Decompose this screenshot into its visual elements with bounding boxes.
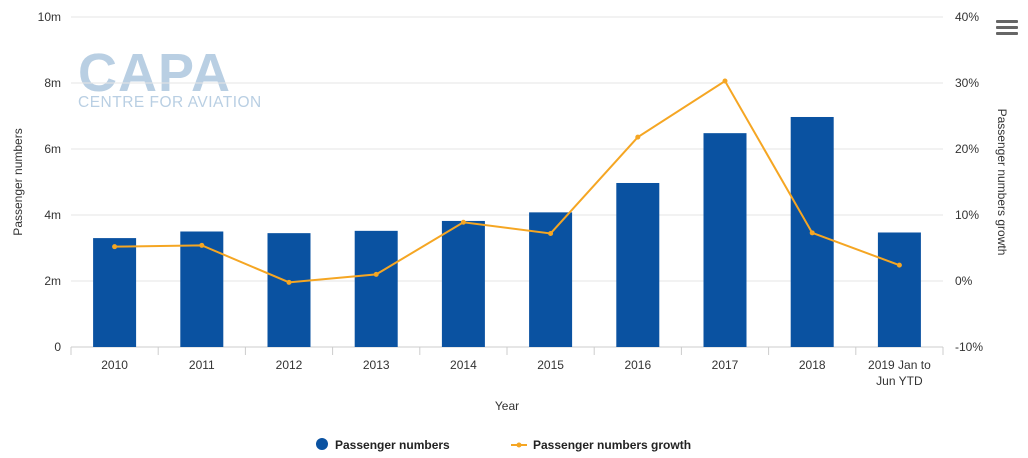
growth-line: [114, 79, 900, 284]
y-tick-label: 0: [54, 340, 61, 354]
bar-series: [93, 116, 921, 348]
y2-tick-label: 40%: [955, 10, 979, 24]
bar: [703, 133, 747, 347]
y-tick-label: 10m: [38, 10, 61, 24]
x-tick-label: Jun YTD: [876, 374, 923, 388]
x-tick-label: 2017: [712, 358, 739, 372]
y-axis-left: 0 2m 4m 6m 8m 10m: [38, 10, 62, 354]
x-tick-label: 2019 Jan to: [868, 358, 931, 372]
hamburger-menu-icon[interactable]: [996, 20, 1018, 38]
line-point: [199, 242, 205, 248]
y2-tick-label: 0%: [955, 274, 973, 288]
bar: [180, 231, 224, 347]
y-tick-label: 4m: [44, 208, 61, 222]
x-tick-label: 2010: [101, 358, 128, 372]
line-series: [112, 78, 902, 285]
y2-axis-title: Passenger numbers growth: [995, 109, 1009, 256]
y-axis-right: -10% 0% 10% 20% 30% 40%: [955, 10, 983, 354]
y-tick-label: 8m: [44, 76, 61, 90]
bar: [441, 220, 485, 347]
menu-bar: [996, 26, 1018, 29]
y-tick-label: 6m: [44, 142, 61, 156]
x-tick-label: 2012: [276, 358, 303, 372]
x-tick-label: 2018: [799, 358, 826, 372]
line-point: [635, 134, 641, 140]
x-axis: 2010 2011 2012 2013 2014 2015 2016 2017 2018 2019…: [70, 347, 944, 388]
x-tick-label: 2014: [450, 358, 477, 372]
x-tick-label: 2016: [624, 358, 651, 372]
legend: Passenger numbers Passenger numbers growt…: [316, 438, 691, 452]
x-tick-label: 2015: [537, 358, 564, 372]
legend-item-passenger-numbers: Passenger numbers: [335, 438, 450, 452]
x-axis-title: Year: [495, 399, 519, 413]
x-tick-label: 2013: [363, 358, 390, 372]
bar: [354, 230, 398, 347]
bar: [616, 182, 660, 347]
y-axis-title: Passenger numbers: [11, 128, 25, 235]
y2-tick-label: -10%: [955, 340, 983, 354]
line-point: [373, 271, 379, 277]
capa-logo: CAPA CENTRE FOR AVIATION: [78, 43, 262, 111]
y2-tick-label: 30%: [955, 76, 979, 90]
menu-bar: [996, 32, 1018, 35]
y-tick-label: 2m: [44, 274, 61, 288]
line-point: [548, 230, 554, 236]
logo-wordmark: CAPA: [78, 43, 231, 103]
legend-line-marker: [516, 442, 522, 448]
line-point: [809, 230, 815, 236]
line-point: [286, 279, 292, 285]
bar: [267, 233, 311, 347]
line-point: [112, 244, 118, 250]
bar: [93, 238, 137, 347]
line-point: [460, 219, 466, 225]
menu-bar: [996, 20, 1018, 23]
x-tick-label: 2011: [189, 358, 215, 372]
logo-subtitle: CENTRE FOR AVIATION: [78, 94, 262, 111]
legend-bar-symbol: [316, 438, 328, 450]
y2-tick-label: 20%: [955, 142, 979, 156]
line-point: [896, 262, 902, 268]
bar: [877, 232, 921, 347]
y2-tick-label: 10%: [955, 208, 979, 222]
line-point: [722, 78, 728, 84]
legend-item-passenger-numbers-growth: Passenger numbers growth: [533, 438, 691, 452]
